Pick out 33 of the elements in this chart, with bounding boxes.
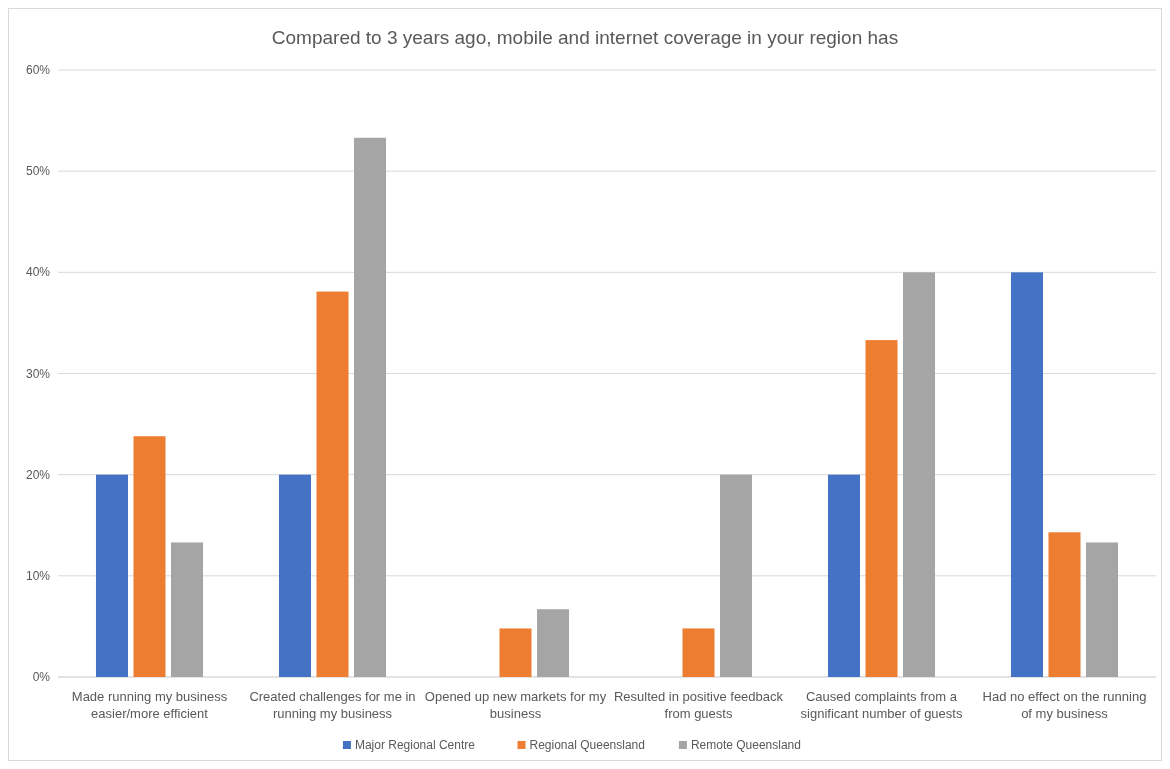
x-tick-label: Caused complaints from a significant number of guests (800, 689, 963, 721)
bar (133, 436, 166, 677)
y-tick-label: 40% (25, 265, 51, 280)
y-tick-label: 50% (25, 164, 51, 179)
bar (537, 609, 570, 677)
x-tick-label: Had no effect on the running of my business (982, 689, 1147, 721)
y-tick-label: 60% (25, 63, 51, 77)
legend-label: Remote Queensland (690, 738, 801, 752)
bar (354, 137, 387, 677)
y-tick-label: 10% (25, 568, 51, 583)
bar (95, 474, 128, 677)
bar (1048, 532, 1081, 677)
x-tick-label: Opened up new markets for my business (424, 689, 607, 721)
bar (499, 628, 532, 677)
x-tick-label: Resulted in positive feedback from guests (613, 689, 784, 721)
bar (278, 474, 311, 677)
bar (903, 272, 936, 677)
legend-label: Major Regional Centre (354, 738, 476, 752)
bar (1010, 272, 1043, 677)
chart-title: Compared to 3 years ago, mobile and internet coverage in your region has (271, 27, 899, 48)
bar (171, 542, 204, 677)
bar (316, 291, 349, 677)
x-tick-label: Made running my business easier/more efficient (71, 689, 228, 721)
y-tick-label: 0% (32, 670, 51, 684)
bar (720, 474, 753, 677)
bar (1086, 542, 1119, 677)
x-tick-label: Created challenges for me in running my business (249, 689, 416, 721)
bar (827, 474, 860, 677)
legend-label: Regional Queensland (529, 738, 645, 752)
bar (865, 340, 898, 677)
y-tick-label: 30% (25, 366, 51, 381)
bar (682, 628, 715, 677)
y-tick-label: 20% (25, 467, 51, 482)
